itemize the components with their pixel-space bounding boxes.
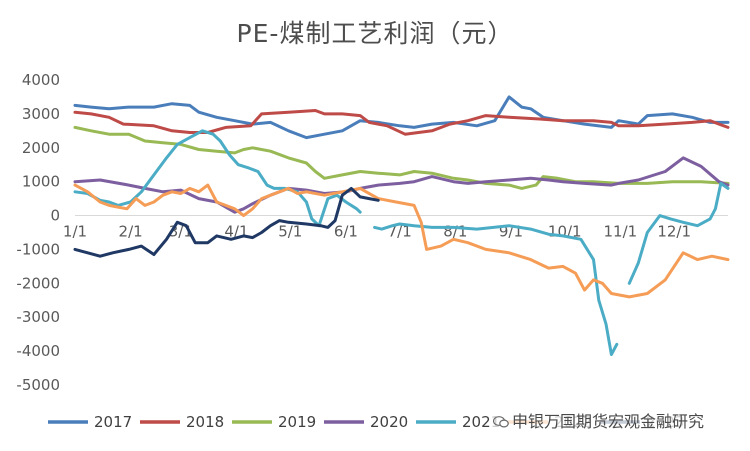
y-tick-label: -3000 <box>16 308 60 326</box>
x-tick-label: 2/1 <box>119 223 143 241</box>
legend-label: 2017 <box>94 413 132 431</box>
legend-label: 2019 <box>278 413 316 431</box>
series-line-2021 <box>73 129 730 356</box>
x-tick-label: 7/1 <box>388 223 412 241</box>
y-tick-label: 1000 <box>22 173 60 191</box>
y-tick-label: 2000 <box>22 139 60 157</box>
x-tick-label: 1/1 <box>63 223 87 241</box>
y-axis-labels: 4000 3000 2000 1000 0 -1000 -2000 -3000 -4000 -50… <box>16 71 60 394</box>
series-line-2020 <box>73 156 730 214</box>
x-tick-label: 12/1 <box>657 223 691 241</box>
wechat-icon <box>493 416 509 428</box>
y-tick-label: 3000 <box>22 105 60 123</box>
series-line-2018 <box>73 109 730 136</box>
watermark-text: 申银万国期货宏观金融研究 <box>512 412 705 431</box>
y-tick-label: 0 <box>50 207 60 225</box>
legend-label: 2018 <box>186 413 224 431</box>
y-tick-label: -1000 <box>16 240 60 258</box>
x-tick-label: 11/1 <box>604 223 638 241</box>
series-line-2019 <box>73 125 730 190</box>
x-tick-label: 5/1 <box>278 223 302 241</box>
series-line-2017 <box>73 95 730 140</box>
y-tick-label: -2000 <box>16 274 60 292</box>
x-tick-label: 6/1 <box>334 223 358 241</box>
watermark: 申银万国期货宏观金融研究 <box>490 407 708 433</box>
legend-label: 2020 <box>370 413 408 431</box>
series-line-2022 <box>73 183 730 299</box>
chart-title: PE-煤制工艺利润（元） <box>236 19 514 48</box>
series-group <box>73 95 730 356</box>
y-tick-label: 4000 <box>22 71 60 89</box>
x-axis-labels: 1/1 2/1 3/1 4/1 5/1 6/1 7/1 8/1 9/1 10/1 11/1 12/1 <box>63 223 691 241</box>
y-tick-label: -5000 <box>16 376 60 394</box>
y-tick-label: -4000 <box>16 342 60 360</box>
series-line-2023 <box>73 186 380 258</box>
x-tick-label: 8/1 <box>443 223 467 241</box>
